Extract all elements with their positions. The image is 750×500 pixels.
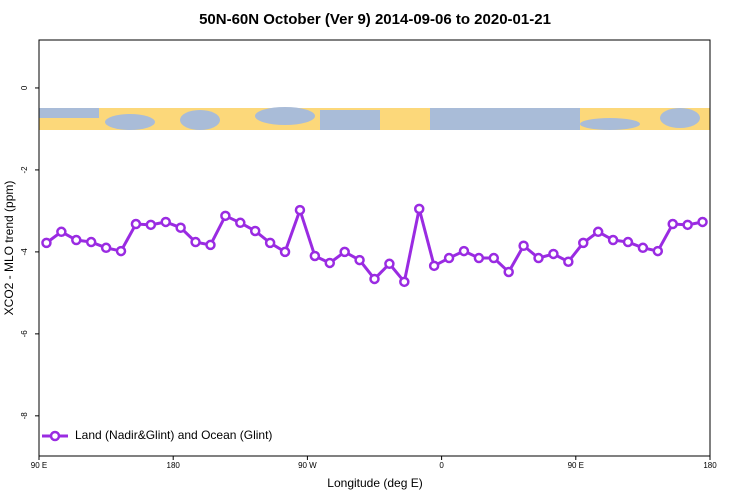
x-tick-label: 0	[439, 461, 444, 470]
x-tick-label: 90 E	[31, 461, 47, 470]
data-point	[130, 218, 142, 230]
x-tick-label: 180	[167, 461, 181, 470]
data-point	[369, 273, 380, 285]
data-point	[578, 237, 589, 249]
y-tick-label: 0	[20, 85, 29, 90]
data-point	[503, 266, 514, 278]
y-tick-label: -2	[20, 166, 29, 174]
map-water	[255, 107, 315, 125]
data-point	[235, 217, 246, 229]
x-axis-label: Longitude (deg E)	[327, 476, 422, 490]
data-point	[354, 254, 365, 266]
data-point	[458, 245, 470, 257]
data-point	[637, 242, 649, 254]
data-point	[160, 216, 171, 228]
data-point	[413, 203, 425, 215]
data-point	[71, 234, 82, 246]
data-point	[205, 239, 216, 251]
map-water	[580, 118, 640, 130]
map-water	[430, 108, 580, 130]
data-point	[488, 252, 500, 264]
map-water	[320, 110, 380, 130]
chart-title: 50N-60N October (Ver 9) 2014-09-06 to 20…	[199, 11, 551, 28]
map-water	[660, 108, 700, 128]
data-point	[622, 236, 634, 248]
legend-marker	[49, 430, 61, 442]
data-point	[85, 236, 97, 248]
legend-label: Land (Nadir&Glint) and Ocean (Glint)	[75, 428, 272, 442]
data-point	[548, 248, 559, 260]
data-point	[697, 216, 708, 228]
series-line	[45, 205, 703, 286]
data-point	[682, 219, 693, 231]
data-point	[56, 226, 67, 238]
plot-frame	[38, 39, 711, 457]
data-point	[339, 246, 350, 258]
data-point	[607, 234, 619, 246]
data-point	[428, 260, 440, 272]
data-point	[652, 245, 664, 257]
y-axis-label: XCO2 - MLO trend (ppm)	[2, 181, 16, 316]
data-point	[324, 257, 336, 269]
y-tick-label: -8	[20, 412, 29, 420]
data-point	[667, 218, 678, 230]
data-point	[473, 252, 485, 264]
data-point	[592, 226, 604, 238]
data-point	[264, 237, 276, 249]
data-point	[220, 210, 231, 222]
data-point	[309, 250, 321, 262]
data-point	[443, 252, 455, 264]
y-tick-label: -6	[20, 330, 29, 338]
data-point	[175, 222, 186, 233]
data-point	[100, 242, 112, 254]
data-point	[190, 236, 201, 248]
data-point	[294, 204, 306, 216]
data-point	[399, 276, 410, 288]
map-strip	[39, 107, 710, 130]
data-point	[249, 225, 261, 237]
data-point	[518, 240, 529, 251]
data-point	[279, 246, 291, 258]
y-tick-label: -4	[20, 248, 29, 256]
x-tick-label: 180	[703, 461, 717, 470]
data-point	[145, 219, 157, 231]
x-tick-label: 90 W	[298, 461, 317, 470]
map-water	[39, 108, 99, 118]
data-point	[41, 237, 52, 249]
data-point	[533, 252, 544, 264]
data-point	[563, 256, 574, 267]
data-point	[115, 245, 127, 257]
data-point	[384, 258, 395, 270]
x-tick-label: 90 E	[568, 461, 584, 470]
map-water	[180, 110, 220, 130]
map-water	[105, 114, 155, 130]
